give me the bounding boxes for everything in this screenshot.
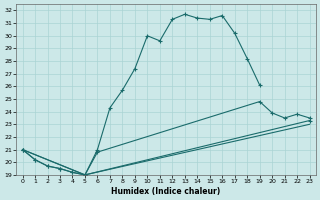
X-axis label: Humidex (Indice chaleur): Humidex (Indice chaleur) xyxy=(111,187,221,196)
